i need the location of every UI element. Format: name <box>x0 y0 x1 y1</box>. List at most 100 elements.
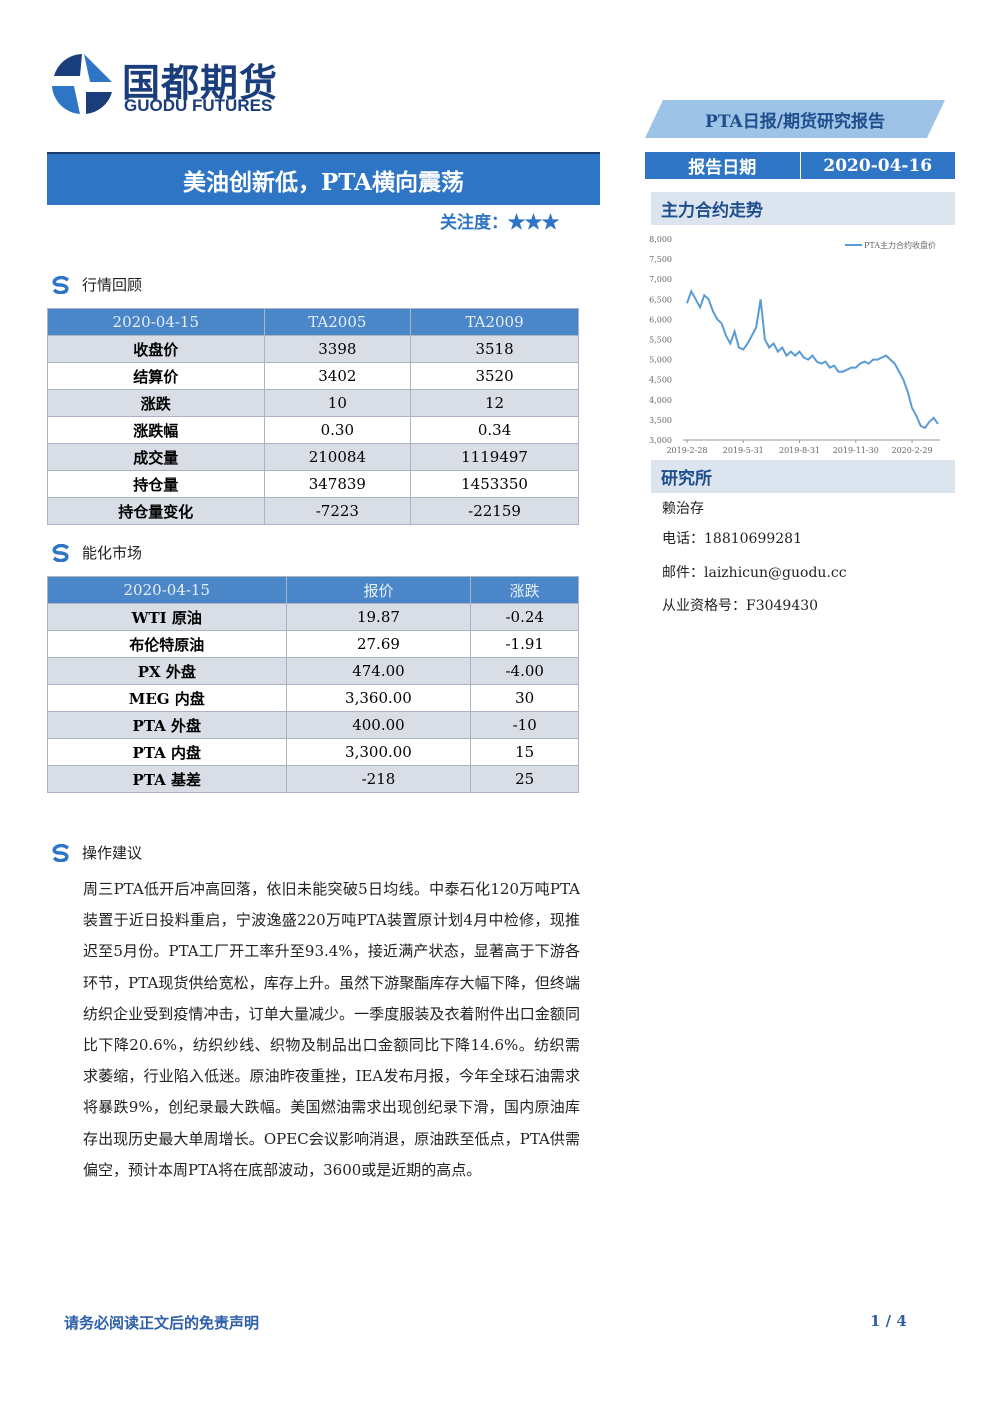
table-row: 涨跌 10 12 <box>47 389 579 417</box>
table-cell: TA2009 <box>410 308 579 336</box>
table-cell: 成交量 <box>47 443 265 471</box>
table-cell: 10 <box>263 389 412 417</box>
table-cell: 15 <box>470 738 579 766</box>
table-cell: 30 <box>470 684 579 712</box>
y-tick-label: 3,500 <box>649 416 672 425</box>
table-cell: 结算价 <box>47 362 265 390</box>
section-heading: 能化市场 <box>52 542 142 563</box>
table-cell: 布伦特原油 <box>47 630 287 658</box>
table-row: 持仓量变化 -7223 -22159 <box>47 497 579 525</box>
report-type: PTA日报/期货研究报告 <box>645 100 945 138</box>
table-cell: 3,360.00 <box>285 684 472 712</box>
table-cell: 持仓量变化 <box>47 497 265 525</box>
license: 从业资格号：F3049430 <box>662 598 819 614</box>
logo-english: GUODU FUTURES <box>124 96 273 115</box>
table-cell: 涨跌幅 <box>47 416 265 444</box>
report-date: 2020-04-16 <box>799 152 956 179</box>
table-cell: 1119497 <box>410 443 579 471</box>
attention-label: 关注度： <box>440 213 508 233</box>
section-heading: 行情回顾 <box>52 274 142 295</box>
table-cell: 2020-04-15 <box>47 576 287 604</box>
table-cell: PTA 基差 <box>47 765 287 793</box>
table-row: WTI 原油 19.87 -0.24 <box>47 603 579 631</box>
table-cell: 持仓量 <box>47 470 265 498</box>
table-cell: 3520 <box>410 362 579 390</box>
table-cell: 3398 <box>263 335 412 363</box>
report-title: 美油创新低，PTA横向震荡 <box>47 152 600 205</box>
table-cell: 25 <box>470 765 579 793</box>
table-row: PX 外盘 474.00 -4.00 <box>47 657 579 685</box>
section-icon <box>52 843 70 862</box>
chart: 3,000 3,500 4,000 4,500 5,000 5,500 6,000 6,500… <box>649 235 940 455</box>
analyst: 赖治存 <box>662 501 704 517</box>
table-cell: 报价 <box>285 576 472 604</box>
y-tick-label: 7,000 <box>649 275 672 284</box>
section-title: 能化市场 <box>82 544 143 562</box>
x-tick-label: 2019-11-30 <box>833 446 879 455</box>
table-cell: TA2005 <box>263 308 412 336</box>
y-tick-label: 5,500 <box>649 336 672 345</box>
table-cell: -4.00 <box>470 657 579 685</box>
table-cell: PTA 外盘 <box>47 711 287 739</box>
x-tick-label: 2019-5-31 <box>723 446 764 455</box>
x-tick-label: 2019-2-28 <box>666 446 707 455</box>
section-heading: 操作建议 <box>52 842 142 863</box>
table-cell: 400.00 <box>285 711 472 739</box>
date-bar: 报告日期 2020-04-16 <box>645 152 955 179</box>
logo-text: 国都期货 <box>122 61 279 105</box>
table-cell: 3518 <box>410 335 579 363</box>
table-cell: -218 <box>285 765 472 793</box>
table-row: 涨跌幅 0.30 0.34 <box>47 416 579 444</box>
table-cell: 0.34 <box>410 416 579 444</box>
table-cell: PTA 内盘 <box>47 738 287 766</box>
table-row: PTA 内盘 3,300.00 15 <box>47 738 579 766</box>
y-tick-label: 4,000 <box>649 396 672 405</box>
y-tick-label: 7,500 <box>649 255 672 264</box>
table-cell: -10 <box>470 711 579 739</box>
table-row: 2020-04-15 报价 涨跌 <box>47 576 579 604</box>
table-row: 持仓量 347839 1453350 <box>47 470 579 498</box>
table-cell: -1.91 <box>470 630 579 658</box>
x-tick-label: 2020-2-29 <box>892 446 933 455</box>
attention-stars: ★★★ <box>508 213 559 233</box>
attention: 关注度：★★★ <box>440 208 559 233</box>
chart-heading: 主力合约走势 <box>651 192 955 225</box>
energy-table: 2020-04-15 报价 涨跌 WTI 原油 19.87 -0.24 布伦特原油 27.69… <box>47 576 579 793</box>
table-cell: MEG 内盘 <box>47 684 287 712</box>
y-tick-label: 6,000 <box>649 315 672 324</box>
table-cell: 0.30 <box>263 416 412 444</box>
table-cell: 210084 <box>263 443 412 471</box>
table-cell: 收盘价 <box>47 335 265 363</box>
y-tick-label: 6,500 <box>649 295 672 304</box>
disclaimer: 请务必阅读正文后的免责声明 <box>64 1314 260 1332</box>
table-row: PTA 外盘 400.00 -10 <box>47 711 579 739</box>
y-tick-label: 8,000 <box>649 235 672 244</box>
table-cell: 474.00 <box>285 657 472 685</box>
table-row: MEG 内盘 3,360.00 30 <box>47 684 579 712</box>
table-row: 收盘价 3398 3518 <box>47 335 579 363</box>
table-cell: 27.69 <box>285 630 472 658</box>
section-title: 操作建议 <box>82 844 143 862</box>
table-row: 2020-04-15 TA2005 TA2009 <box>47 308 579 336</box>
y-tick-label: 5,000 <box>649 356 672 365</box>
x-tick-label: 2019-8-31 <box>779 446 820 455</box>
table-row: 成交量 210084 1119497 <box>47 443 579 471</box>
table-cell: 涨跌 <box>470 576 579 604</box>
table-cell: 涨跌 <box>47 389 265 417</box>
y-tick-label: 3,000 <box>649 436 672 445</box>
y-tick-label: 4,500 <box>649 376 672 385</box>
research-heading: 研究所 <box>651 460 955 493</box>
email: 邮件：laizhicun@guodu.cc <box>662 565 847 581</box>
table-cell: 19.87 <box>285 603 472 631</box>
table-cell: PX 外盘 <box>47 657 287 685</box>
table-row: 布伦特原油 27.69 -1.91 <box>47 630 579 658</box>
logo-mark <box>52 54 112 114</box>
line-series <box>686 288 939 430</box>
table-cell: -7223 <box>263 497 412 525</box>
legend-label: PTA主力合约收盘价 <box>864 240 936 250</box>
table-cell: -0.24 <box>470 603 579 631</box>
table-row: 结算价 3402 3520 <box>47 362 579 390</box>
section-icon <box>52 275 70 294</box>
page-number: 1 / 4 <box>870 1312 907 1330</box>
